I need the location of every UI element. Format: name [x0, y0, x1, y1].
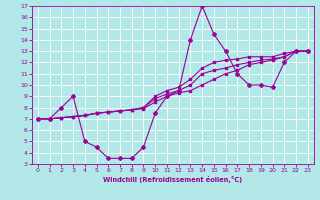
X-axis label: Windchill (Refroidissement éolien,°C): Windchill (Refroidissement éolien,°C)	[103, 176, 243, 183]
